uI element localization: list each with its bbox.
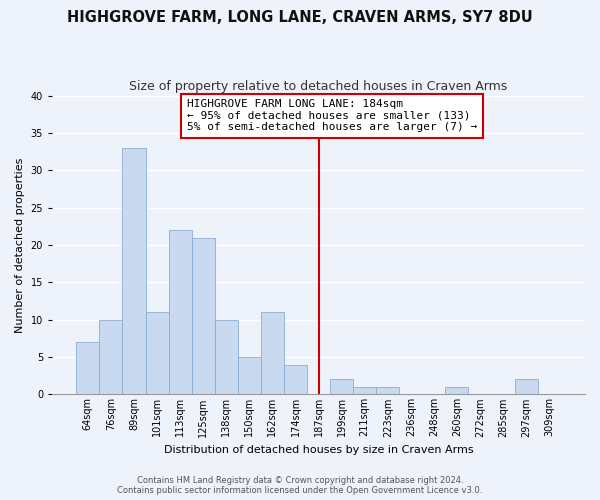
Bar [191, 238, 215, 394]
Bar [445, 387, 469, 394]
Bar [515, 380, 538, 394]
Bar [100, 320, 122, 394]
Title: Size of property relative to detached houses in Craven Arms: Size of property relative to detached ho… [130, 80, 508, 93]
Bar [122, 148, 146, 394]
Bar [353, 387, 376, 394]
Bar [146, 312, 169, 394]
Bar [330, 380, 353, 394]
Bar [284, 364, 307, 394]
Bar [215, 320, 238, 394]
Bar [261, 312, 284, 394]
Bar [169, 230, 191, 394]
Bar [76, 342, 100, 394]
Bar [238, 357, 261, 395]
X-axis label: Distribution of detached houses by size in Craven Arms: Distribution of detached houses by size … [164, 445, 473, 455]
Bar [376, 387, 399, 394]
Text: Contains HM Land Registry data © Crown copyright and database right 2024.
Contai: Contains HM Land Registry data © Crown c… [118, 476, 482, 495]
Text: HIGHGROVE FARM, LONG LANE, CRAVEN ARMS, SY7 8DU: HIGHGROVE FARM, LONG LANE, CRAVEN ARMS, … [67, 10, 533, 25]
Y-axis label: Number of detached properties: Number of detached properties [15, 158, 25, 332]
Text: HIGHGROVE FARM LONG LANE: 184sqm
← 95% of detached houses are smaller (133)
5% o: HIGHGROVE FARM LONG LANE: 184sqm ← 95% o… [187, 100, 477, 132]
